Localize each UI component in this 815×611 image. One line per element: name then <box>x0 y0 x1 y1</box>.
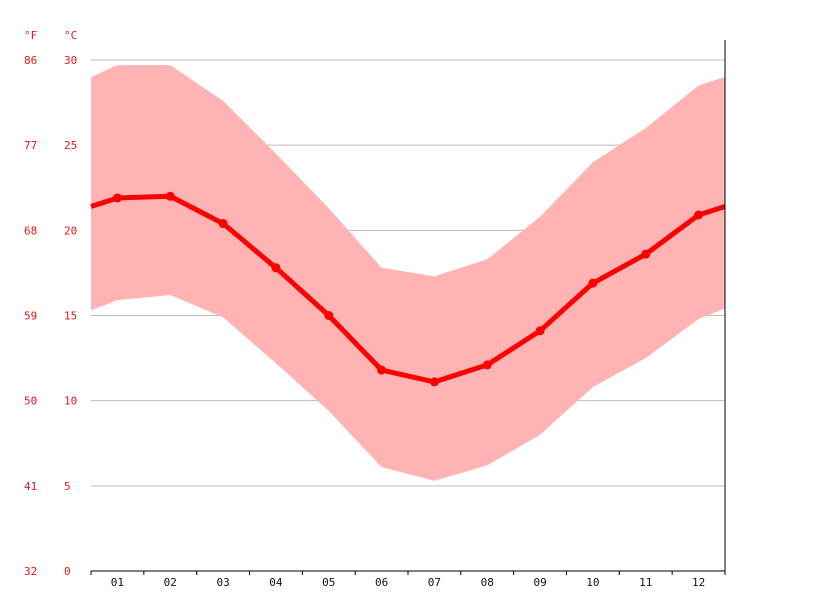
y-tick-label-f: 86 <box>24 54 37 67</box>
data-point <box>324 311 334 320</box>
y-tick-label-c: 5 <box>64 480 71 493</box>
y-tick-label-c: 10 <box>64 395 77 408</box>
y-axis-labels: °F °C 32 0 41 5 50 10 59 15 68 20 77 25 86 30 <box>24 29 77 578</box>
x-tick-label: 05 <box>322 576 335 589</box>
data-point <box>694 210 704 220</box>
x-tick-label: 03 <box>216 576 229 589</box>
data-point <box>218 219 228 229</box>
data-point <box>271 263 281 273</box>
y-tick-label-f: 59 <box>24 310 37 323</box>
data-point <box>165 191 175 201</box>
unit-c-label: °C <box>64 29 77 42</box>
data-point <box>641 249 651 259</box>
temperature-range-band <box>91 65 725 481</box>
x-tick-label: 11 <box>639 576 652 589</box>
x-tick-label: 09 <box>533 576 546 589</box>
y-tick-label-f: 50 <box>24 395 37 408</box>
data-point <box>482 360 492 370</box>
unit-f-label: °F <box>24 29 37 42</box>
y-tick-label-c: 25 <box>64 139 77 152</box>
x-axis-ticks <box>90 571 726 575</box>
x-axis-labels: 01 02 03 04 05 06 07 08 09 10 11 12 <box>111 576 705 589</box>
x-tick-label: 12 <box>692 576 705 589</box>
data-point <box>588 278 598 288</box>
data-point <box>535 326 545 336</box>
y-tick-label-c: 20 <box>64 224 77 237</box>
x-tick-label: 07 <box>428 576 441 589</box>
x-tick-label: 10 <box>586 576 599 589</box>
y-tick-label-f: 32 <box>24 565 37 578</box>
data-point <box>377 365 387 375</box>
x-tick-label: 01 <box>111 576 124 589</box>
mean-temperature-line <box>90 193 726 385</box>
x-tick-label: 08 <box>481 576 494 589</box>
y-tick-label-c: 30 <box>64 54 77 67</box>
x-tick-label: 06 <box>375 576 388 589</box>
mean-temperature-points <box>112 191 704 387</box>
x-tick-label: 02 <box>164 576 177 589</box>
y-tick-label-f: 68 <box>24 224 37 237</box>
y-tick-label-c: 15 <box>64 310 77 323</box>
y-tick-label-f: 41 <box>24 480 37 493</box>
x-tick-label: 04 <box>269 576 283 589</box>
y-tick-label-f: 77 <box>24 139 37 152</box>
y-tick-label-c: 0 <box>64 565 71 578</box>
data-point <box>112 193 122 203</box>
data-point <box>429 377 439 387</box>
